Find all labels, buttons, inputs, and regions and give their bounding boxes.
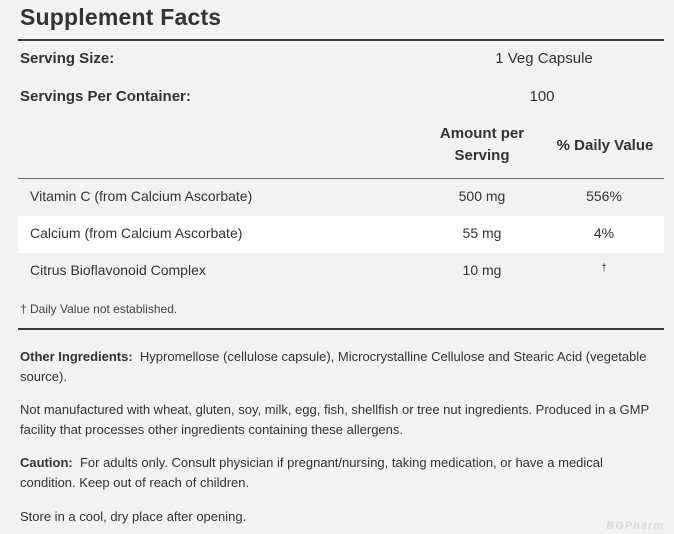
amount-header-line2: Serving (454, 147, 510, 164)
nutrient-amount: 55 mg (462, 225, 502, 241)
header-divider (18, 178, 664, 179)
other-ingredients-label: Other Ingredients: (20, 349, 133, 364)
nutrient-name: Citrus Bioflavonoid Complex (30, 262, 206, 278)
caution-statement: Caution: For adults only. Consult physic… (20, 453, 660, 493)
watermark: BGPharm (606, 520, 664, 532)
nutrient-name: Calcium (from Calcium Ascorbate) (30, 225, 243, 241)
top-divider (18, 39, 664, 41)
storage-statement: Store in a cool, dry place after opening… (20, 509, 247, 524)
servings-per-container-value: 100 (529, 88, 555, 105)
supplement-facts-title: Supplement Facts (20, 4, 222, 30)
servings-per-container-label: Servings Per Container: (20, 88, 191, 105)
allergen-statement: Not manufactured with wheat, gluten, soy… (20, 402, 649, 437)
nutrient-daily-value: 4% (593, 225, 615, 241)
caution-text: For adults only. Consult physician if pr… (20, 455, 603, 490)
nutrient-amount: 500 mg (458, 188, 506, 204)
bottom-divider (18, 328, 664, 330)
daily-value-header: % Daily Value (556, 137, 654, 154)
nutrient-row: Calcium (from Calcium Ascorbate) 55 mg 4… (18, 216, 664, 253)
other-ingredients-text: Hypromellose (cellulose capsule), Microc… (20, 349, 647, 384)
amount-per-serving-header: Amount per Serving (402, 123, 562, 167)
nutrient-name: Vitamin C (from Calcium Ascorbate) (30, 188, 253, 204)
amount-header-line1: Amount per (439, 125, 525, 142)
serving-size-value: 1 Veg Capsule (495, 50, 593, 67)
other-ingredients: Other Ingredients: Hypromellose (cellulo… (20, 347, 660, 387)
caution-label: Caution: (20, 455, 73, 470)
nutrient-row: Citrus Bioflavonoid Complex 10 mg † (18, 253, 664, 290)
nutrient-daily-value: 556% (586, 188, 622, 204)
daily-value-footnote: † Daily Value not established. (20, 302, 178, 316)
nutrient-amount: 10 mg (462, 262, 502, 278)
serving-size-label: Serving Size: (20, 50, 115, 67)
nutrient-row: Vitamin C (from Calcium Ascorbate) 500 m… (18, 179, 664, 216)
nutrient-daily-value: † (601, 263, 607, 274)
